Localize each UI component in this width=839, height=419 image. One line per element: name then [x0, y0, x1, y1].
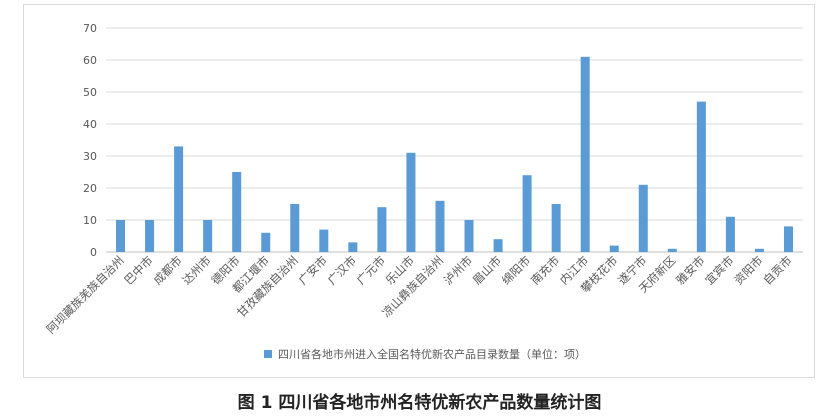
y-tick-label: 30 — [83, 150, 97, 163]
figure-caption: 图 1 四川省各地市州名特优新农产品数量统计图 — [237, 393, 602, 413]
bar — [203, 220, 213, 252]
y-tick-label: 10 — [83, 214, 97, 227]
y-tick-label: 60 — [83, 54, 97, 67]
x-tick-label: 广安市 — [296, 253, 330, 287]
x-tick-label: 雅安市 — [673, 253, 707, 287]
y-tick-label: 40 — [83, 118, 97, 131]
y-tick-label: 0 — [90, 246, 97, 259]
bar — [290, 204, 300, 252]
bar — [522, 175, 532, 252]
bar — [667, 248, 677, 252]
x-tick-label: 广元市 — [354, 253, 388, 287]
x-tick-label: 广汉市 — [325, 253, 359, 287]
bar — [145, 220, 155, 252]
x-tick-label: 泸州市 — [441, 253, 475, 287]
bar — [319, 229, 329, 252]
bar — [232, 172, 242, 252]
bar — [377, 207, 387, 252]
bar — [261, 232, 271, 252]
bar — [435, 200, 445, 252]
bar — [493, 239, 503, 252]
bar — [696, 101, 706, 252]
bar-chart: 010203040506070阿坝藏族羌族自治州巴中市成都市达州市德阳市都江堰市… — [44, 22, 803, 361]
y-tick-label: 70 — [83, 22, 97, 35]
bar — [638, 184, 648, 252]
bar — [406, 152, 416, 252]
legend-label: 四川省各地市州进入全国名特优新农产品目录数量（单位：项） — [278, 347, 586, 361]
y-tick-label: 20 — [83, 182, 97, 195]
y-tick-label: 50 — [83, 86, 97, 99]
x-tick-label: 绵阳市 — [499, 253, 533, 287]
legend-swatch — [264, 350, 272, 358]
x-tick-label: 眉山市 — [470, 253, 504, 287]
bar — [754, 248, 764, 252]
x-tick-label: 巴中市 — [121, 253, 155, 287]
x-tick-label: 阿坝藏族羌族自治州 — [44, 253, 127, 336]
bar — [725, 216, 735, 252]
chart-frame — [23, 4, 815, 378]
bar — [174, 146, 184, 252]
bar — [783, 226, 793, 252]
x-tick-label: 自贡市 — [760, 253, 794, 287]
bar — [348, 242, 358, 252]
x-tick-label: 南充市 — [528, 253, 562, 287]
bar — [116, 220, 126, 252]
bar — [551, 204, 561, 252]
bar — [464, 220, 474, 252]
bar — [580, 56, 590, 252]
x-tick-label: 宜宾市 — [702, 253, 736, 287]
x-tick-label: 成都市 — [150, 253, 184, 287]
x-tick-label: 达州市 — [179, 253, 213, 287]
bar — [609, 245, 619, 252]
x-tick-label: 资阳市 — [731, 253, 765, 287]
